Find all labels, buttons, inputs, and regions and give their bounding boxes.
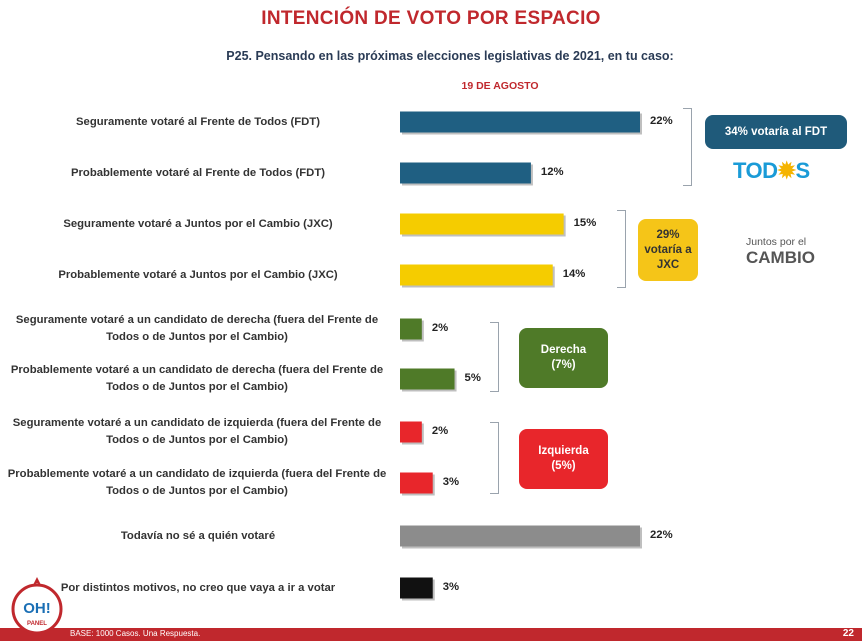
category-label-2: Seguramente votaré a Juntos por el Cambi… — [63, 218, 333, 230]
izquierda-summary-label: Izquierda (5%) — [538, 445, 589, 472]
izquierda-bracket — [490, 422, 499, 494]
category-label-9: Por distintos motivos, no creo que vaya … — [60, 582, 336, 594]
value-label-7: 3% — [442, 476, 460, 488]
footer-base: BASE: 1000 Casos. Una Respuesta. — [70, 629, 201, 638]
value-label-9: 3% — [442, 581, 460, 593]
jxc-summary-box: 29% votaría a JXC — [638, 219, 698, 281]
value-label-2: 15% — [573, 217, 597, 229]
bar-8 — [400, 525, 640, 547]
category-label-1: Probablemente votaré al Frente de Todos … — [70, 167, 325, 179]
value-label-1: 12% — [540, 166, 564, 178]
bar-7 — [400, 472, 433, 494]
category-label-0: Seguramente votaré al Frente de Todos (F… — [76, 116, 320, 128]
value-label-0: 22% — [650, 115, 673, 127]
survey-date: 19 DE AGOSTO — [461, 80, 539, 92]
bar-3 — [400, 264, 553, 286]
izquierda-summary-box: Izquierda (5%) — [519, 429, 608, 489]
category-label-8: Todavía no sé a quién votaré — [120, 530, 276, 542]
jxc-summary-label: 29% votaría a JXC — [644, 228, 692, 271]
fdt-bracket — [683, 108, 692, 186]
bar-0 — [400, 111, 640, 133]
value-label-3: 14% — [562, 268, 586, 280]
bar-9 — [400, 577, 433, 599]
category-label-7: Probablemente votaré a un candidato de i… — [7, 468, 387, 497]
derecha-summary-label: Derecha (7%) — [540, 344, 587, 371]
chart-title: INTENCIÓN DE VOTO POR ESPACIO — [261, 8, 601, 29]
value-label-5: 5% — [464, 372, 481, 384]
fdt-summary-label: 34% votaría al FDT — [724, 125, 828, 138]
value-label-6: 2% — [431, 425, 449, 437]
bar-2 — [400, 213, 564, 235]
jxc-bracket — [617, 210, 626, 288]
bar-5 — [400, 368, 455, 390]
derecha-bracket — [490, 322, 499, 392]
category-label-3: Probablemente votaré a Juntos por el Cam… — [58, 269, 338, 281]
svg-text:OH!: OH! — [23, 600, 51, 617]
jxc-logo-small-text: Juntos por el — [746, 236, 807, 248]
todos-logo: TOD✹S — [733, 158, 810, 183]
sun-icon: ✹ — [777, 158, 796, 183]
jxc-logo: CAMBIO — [746, 248, 815, 267]
value-label-4: 2% — [431, 322, 449, 334]
value-label-8: 22% — [650, 529, 673, 541]
category-label-4: Seguramente votaré a un candidato de der… — [15, 314, 379, 343]
derecha-summary-box: Derecha (7%) — [519, 328, 608, 388]
oh-panel-logo: OH! PANEL — [11, 577, 63, 635]
page-number: 22 — [842, 628, 854, 639]
svg-text:PANEL: PANEL — [27, 621, 47, 627]
bar-6 — [400, 421, 422, 443]
category-label-5: Probablemente votaré a un candidato de d… — [10, 364, 384, 393]
bar-1 — [400, 162, 531, 184]
fdt-summary-box: 34% votaría al FDT — [705, 115, 847, 149]
footer-bar: BASE: 1000 Casos. Una Respuesta. 22 — [0, 628, 862, 641]
category-label-6: Seguramente votaré a un candidato de izq… — [12, 417, 382, 446]
chart-subtitle: P25. Pensando en las próximas elecciones… — [226, 49, 674, 63]
bar-4 — [400, 318, 422, 340]
